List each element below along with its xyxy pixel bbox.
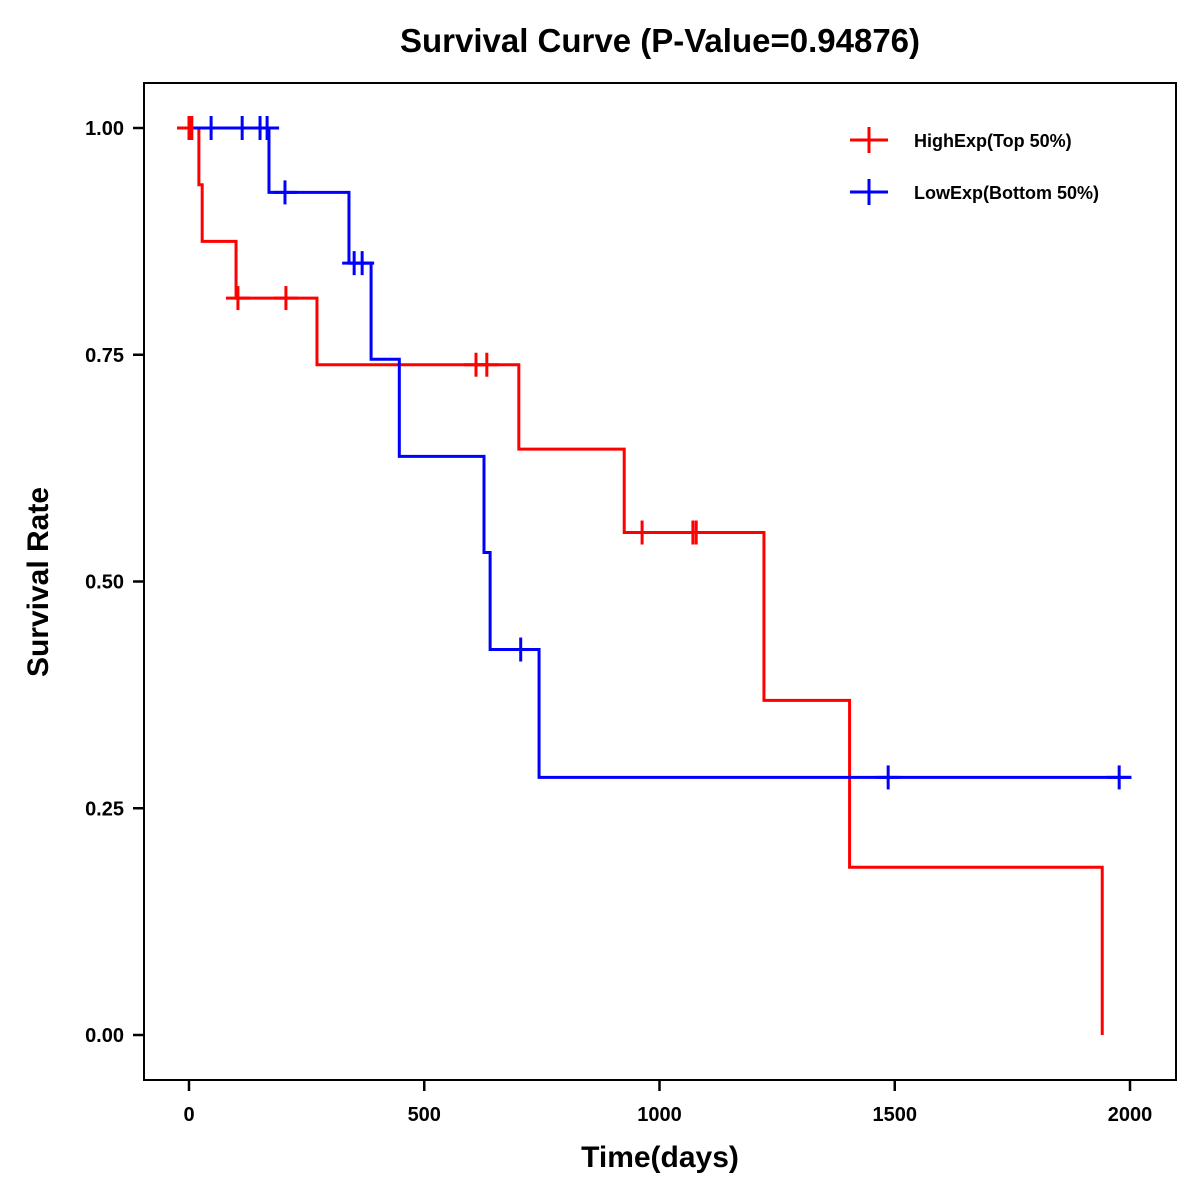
- legend: HighExp(Top 50%) LowExp(Bottom 50%): [850, 127, 1099, 205]
- x-axis-title: Time(days): [581, 1141, 739, 1174]
- y-tick-label: 0.50: [85, 572, 124, 594]
- legend-item: LowExp(Bottom 50%): [850, 179, 1099, 205]
- x-tick-label: 1000: [637, 1104, 682, 1126]
- y-axis-title: Survival Rate: [22, 487, 55, 677]
- y-tick-label: 1.00: [85, 118, 124, 140]
- series-layer: [177, 116, 1132, 1035]
- x-tick-label: 2000: [1108, 1104, 1153, 1126]
- survival-line: [193, 126, 1132, 779]
- legend-label: LowExp(Bottom 50%): [914, 183, 1099, 203]
- chart-title: Survival Curve (P-Value=0.94876): [400, 22, 920, 59]
- x-axis: 0 500 1000 1500 2000: [183, 1080, 1152, 1126]
- legend-label: HighExp(Top 50%): [914, 131, 1072, 151]
- legend-item: HighExp(Top 50%): [850, 127, 1072, 153]
- plot-frame: [143, 82, 1177, 1081]
- y-tick-label: 0.75: [85, 345, 124, 367]
- y-tick-label: 0.00: [85, 1025, 124, 1047]
- series-high-exp: [177, 116, 1104, 1035]
- survival-line: [177, 126, 1104, 1035]
- x-tick-label: 0: [183, 1104, 194, 1126]
- y-tick-label: 0.25: [85, 798, 124, 820]
- x-tick-label: 1500: [873, 1104, 918, 1126]
- x-tick-label: 500: [408, 1104, 441, 1126]
- series-low-exp: [193, 116, 1132, 790]
- y-axis: 0.00 0.25 0.50 0.75 1.00: [85, 118, 144, 1047]
